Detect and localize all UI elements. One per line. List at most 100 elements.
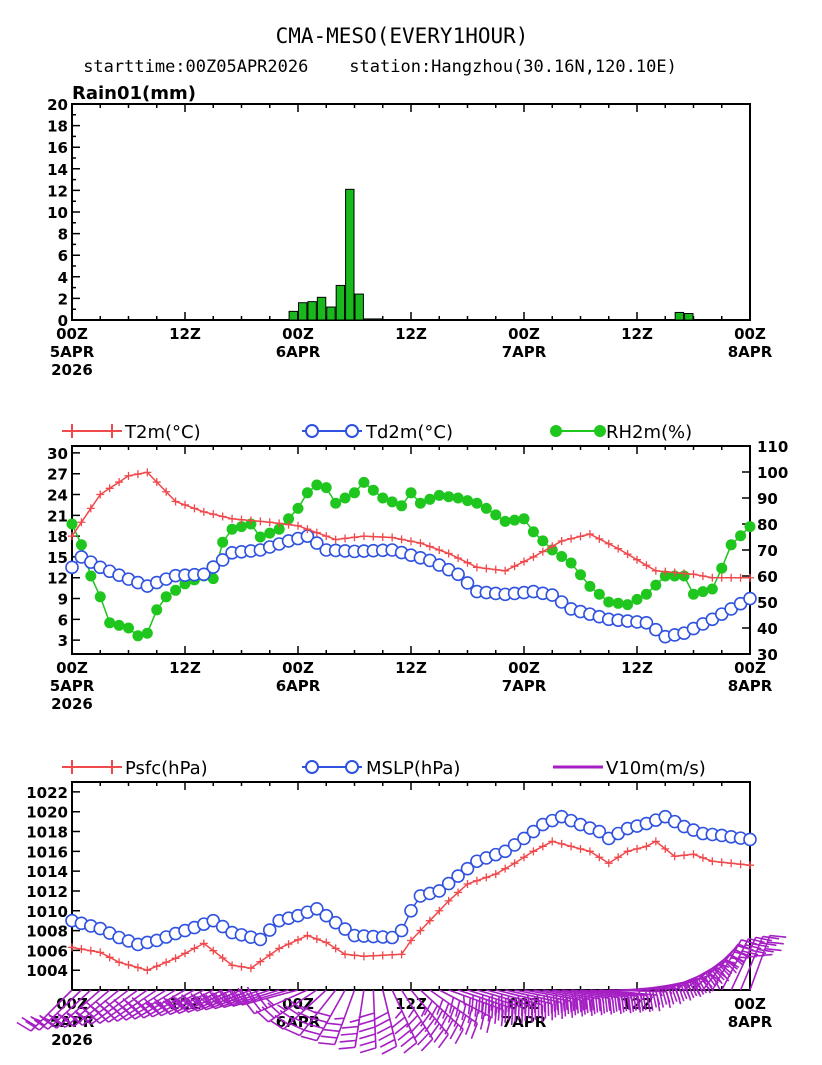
t2m-point bbox=[651, 566, 660, 575]
rh2m-point bbox=[358, 476, 370, 488]
wind-barb bbox=[16, 989, 73, 1032]
rh-y-tick-label: 60 bbox=[757, 568, 778, 586]
wind-barb bbox=[51, 989, 111, 1028]
t2m-point bbox=[199, 507, 208, 516]
rh2m-point bbox=[490, 509, 502, 521]
t2m-point bbox=[105, 484, 114, 493]
rh2m-point bbox=[575, 569, 586, 581]
wind-barb bbox=[60, 989, 120, 1027]
t2m-point bbox=[633, 555, 641, 564]
wind-barb bbox=[561, 989, 622, 1015]
rh2m-point bbox=[640, 588, 652, 600]
t2m-point bbox=[237, 515, 246, 524]
rain-y-tick-label: 0 bbox=[58, 312, 68, 330]
psfc-point bbox=[209, 946, 218, 955]
t2m-point bbox=[209, 510, 218, 519]
psfc-point bbox=[152, 962, 161, 971]
psfc-point bbox=[407, 936, 415, 945]
psfc-point bbox=[651, 837, 660, 846]
mslp-point bbox=[385, 930, 399, 945]
psfc-point bbox=[736, 860, 745, 869]
rain-frame bbox=[71, 103, 751, 321]
td2m-point bbox=[206, 560, 221, 574]
temp-x-tick-label: 00Z bbox=[508, 659, 540, 677]
legend-td2m-label: Td2m(°C) bbox=[365, 422, 453, 443]
psfc-point bbox=[237, 962, 246, 971]
t2m-point bbox=[265, 518, 274, 527]
wind-barb bbox=[721, 937, 765, 991]
legend-t2m-label: T2m(°C) bbox=[124, 422, 201, 443]
rh2m-point bbox=[537, 535, 549, 547]
psfc-point bbox=[369, 951, 378, 960]
rain-x-tick-label: 6APR bbox=[276, 343, 321, 361]
psfc-point bbox=[604, 859, 613, 868]
pres-y-tick-label: 1006 bbox=[26, 942, 68, 960]
psfc-point bbox=[388, 950, 397, 959]
temp-x-tick-label: 12Z bbox=[621, 659, 653, 677]
chart-title: CMA-MESO(EVERY1HOUR) bbox=[276, 24, 529, 48]
rain-x-tick-label: 00Z bbox=[56, 325, 88, 343]
t2m-point bbox=[661, 567, 670, 576]
t2m-point bbox=[322, 532, 331, 541]
t2m-point bbox=[115, 478, 124, 487]
psfc-point bbox=[642, 842, 651, 851]
t2m-point bbox=[388, 533, 397, 542]
psfc-point bbox=[331, 944, 340, 953]
mslp-point bbox=[394, 923, 409, 938]
wind-barb bbox=[533, 989, 593, 1016]
psfc-point bbox=[284, 940, 293, 949]
rh2m-point bbox=[85, 570, 97, 582]
temp-x-tick-label: 7APR bbox=[502, 677, 547, 695]
psfc-point bbox=[595, 853, 604, 862]
t2m-point bbox=[86, 504, 95, 513]
legend-v10m: V10m(m/s) bbox=[553, 758, 706, 779]
t2m-point bbox=[717, 573, 726, 582]
t2m-point bbox=[501, 566, 510, 575]
t2m-point bbox=[256, 517, 265, 526]
t2m-point bbox=[614, 544, 623, 553]
td2m-point bbox=[451, 567, 465, 582]
rain-y-tick-label: 18 bbox=[47, 118, 68, 136]
mslp-point bbox=[460, 861, 475, 876]
rain-y-tick-label: 10 bbox=[47, 204, 68, 222]
psfc-point bbox=[472, 876, 481, 885]
pres-y-tick-label: 1014 bbox=[26, 863, 68, 881]
wind-barb bbox=[514, 989, 574, 1018]
psfc-point bbox=[133, 963, 142, 972]
psfc-point bbox=[444, 896, 453, 905]
chart-subtitle: starttime:00Z05APR2026 station:Hangzhou(… bbox=[83, 57, 677, 77]
rh-y-ticks bbox=[742, 445, 750, 655]
psfc-point bbox=[275, 944, 284, 953]
psfc-point bbox=[256, 957, 265, 966]
t2m-point bbox=[341, 534, 350, 543]
rh2m-point bbox=[207, 573, 219, 585]
pres-y-tick-label: 1008 bbox=[26, 923, 68, 941]
mslp-point bbox=[215, 919, 230, 934]
rain-y-tick-label: 4 bbox=[58, 269, 68, 287]
rh2m-point bbox=[414, 497, 426, 509]
rh2m-point bbox=[499, 515, 511, 527]
t2m-point bbox=[303, 525, 312, 534]
wind-barb bbox=[429, 989, 479, 1039]
t2m-point bbox=[407, 537, 415, 546]
rh2m-point bbox=[283, 513, 295, 525]
pres-y-tick-label: 1022 bbox=[26, 784, 68, 802]
mslp-point bbox=[592, 824, 607, 839]
td2m-point bbox=[639, 615, 654, 630]
pres-y-tick-label: 1020 bbox=[26, 804, 68, 822]
rain-x-tick-label: 00Z bbox=[508, 325, 540, 343]
psfc-point bbox=[435, 906, 444, 915]
rh2m-point bbox=[744, 521, 756, 533]
td2m-point bbox=[545, 588, 560, 602]
t2m-point bbox=[538, 547, 547, 556]
rh2m-point bbox=[593, 588, 605, 600]
rain-y-tick-label: 2 bbox=[58, 290, 68, 308]
rh2m-point bbox=[518, 513, 530, 525]
psfc-point bbox=[501, 864, 510, 873]
mslp-point bbox=[517, 831, 531, 846]
wind-barb bbox=[400, 989, 434, 1052]
wind-barb bbox=[373, 989, 398, 1055]
rh2m-point bbox=[716, 562, 728, 574]
psfc-point bbox=[454, 888, 463, 897]
rh-y-tick-label: 50 bbox=[757, 594, 778, 612]
